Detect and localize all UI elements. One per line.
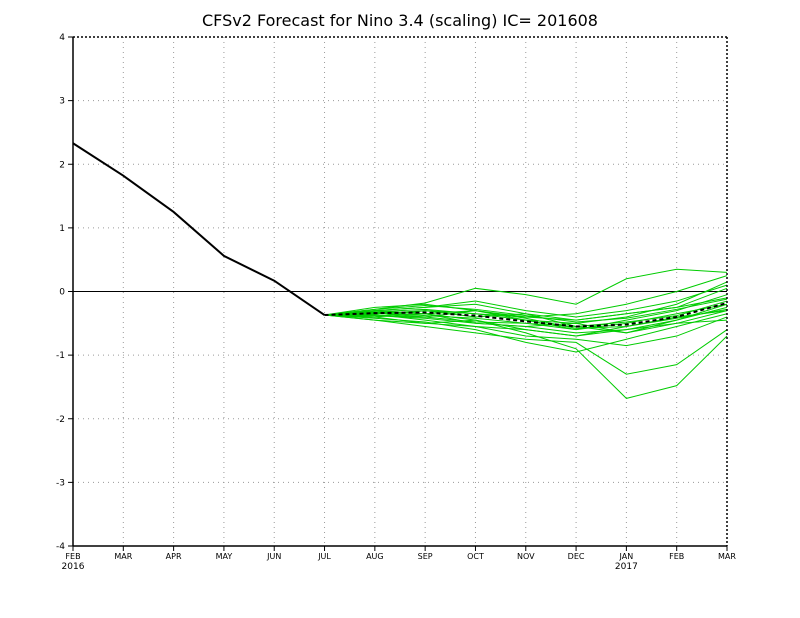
- x-tick-label: JUN: [266, 552, 281, 561]
- x-tick-label: APR: [166, 552, 182, 561]
- observed-layer: [72, 142, 326, 316]
- x-tick-label: JAN: [619, 552, 634, 561]
- ensemble-member-line: [324, 284, 728, 318]
- ensemble-member-line: [324, 306, 728, 334]
- y-tick-label: -2: [56, 415, 65, 425]
- ensemble-member-line: [324, 300, 728, 327]
- y-tick-label: 4: [59, 33, 65, 43]
- x-tick-label: JUL: [317, 552, 331, 561]
- ensemble-mean-layer: [324, 301, 728, 328]
- x-tick-label: FEB: [669, 552, 684, 561]
- x-tick-label: AUG: [366, 552, 384, 561]
- y-tick-label: 2: [59, 160, 65, 170]
- x-year-label: 2017: [615, 562, 638, 572]
- ensemble-member-line: [324, 268, 728, 316]
- y-tick-label: -1: [56, 351, 65, 361]
- y-tick-label: 0: [59, 288, 65, 298]
- grid-layer: [73, 37, 727, 546]
- ensemble-member-line: [324, 314, 728, 337]
- x-tick-label: NOV: [517, 552, 535, 561]
- y-tick-label: -4: [56, 542, 65, 552]
- x-tick-label: MAR: [114, 552, 132, 561]
- ensemble-member-line: [324, 314, 728, 375]
- chart-title: CFSv2 Forecast for Nino 3.4 (scaling) IC…: [202, 11, 598, 30]
- ensemble-members-layer: [324, 268, 728, 399]
- ensemble-member-line: [324, 287, 728, 321]
- observed-line: [72, 142, 326, 316]
- ensemble-member-line: [324, 308, 728, 329]
- y-tick-label: -3: [56, 478, 65, 488]
- ensemble-member-line: [324, 313, 728, 353]
- axis-layer: -4 -3 -2 -1 0 1 2 3 4 FEB MAR APR MAY JUN JUL AUG SEP OCT…: [56, 33, 736, 572]
- y-tick-label: 1: [59, 224, 65, 234]
- y-tick-label: 3: [59, 97, 65, 107]
- ensemble-mean-line: [324, 301, 728, 328]
- x-year-label: 2016: [62, 562, 85, 572]
- x-tick-label: DEC: [568, 552, 585, 561]
- ensemble-member-line: [324, 310, 728, 334]
- x-tick-label: MAR: [718, 552, 736, 561]
- x-tick-label: MAY: [216, 552, 233, 561]
- x-tick-label: OCT: [467, 552, 484, 561]
- ensemble-member-line: [324, 298, 728, 323]
- x-tick-label: FEB: [65, 552, 80, 561]
- x-tick-label: SEP: [418, 552, 433, 561]
